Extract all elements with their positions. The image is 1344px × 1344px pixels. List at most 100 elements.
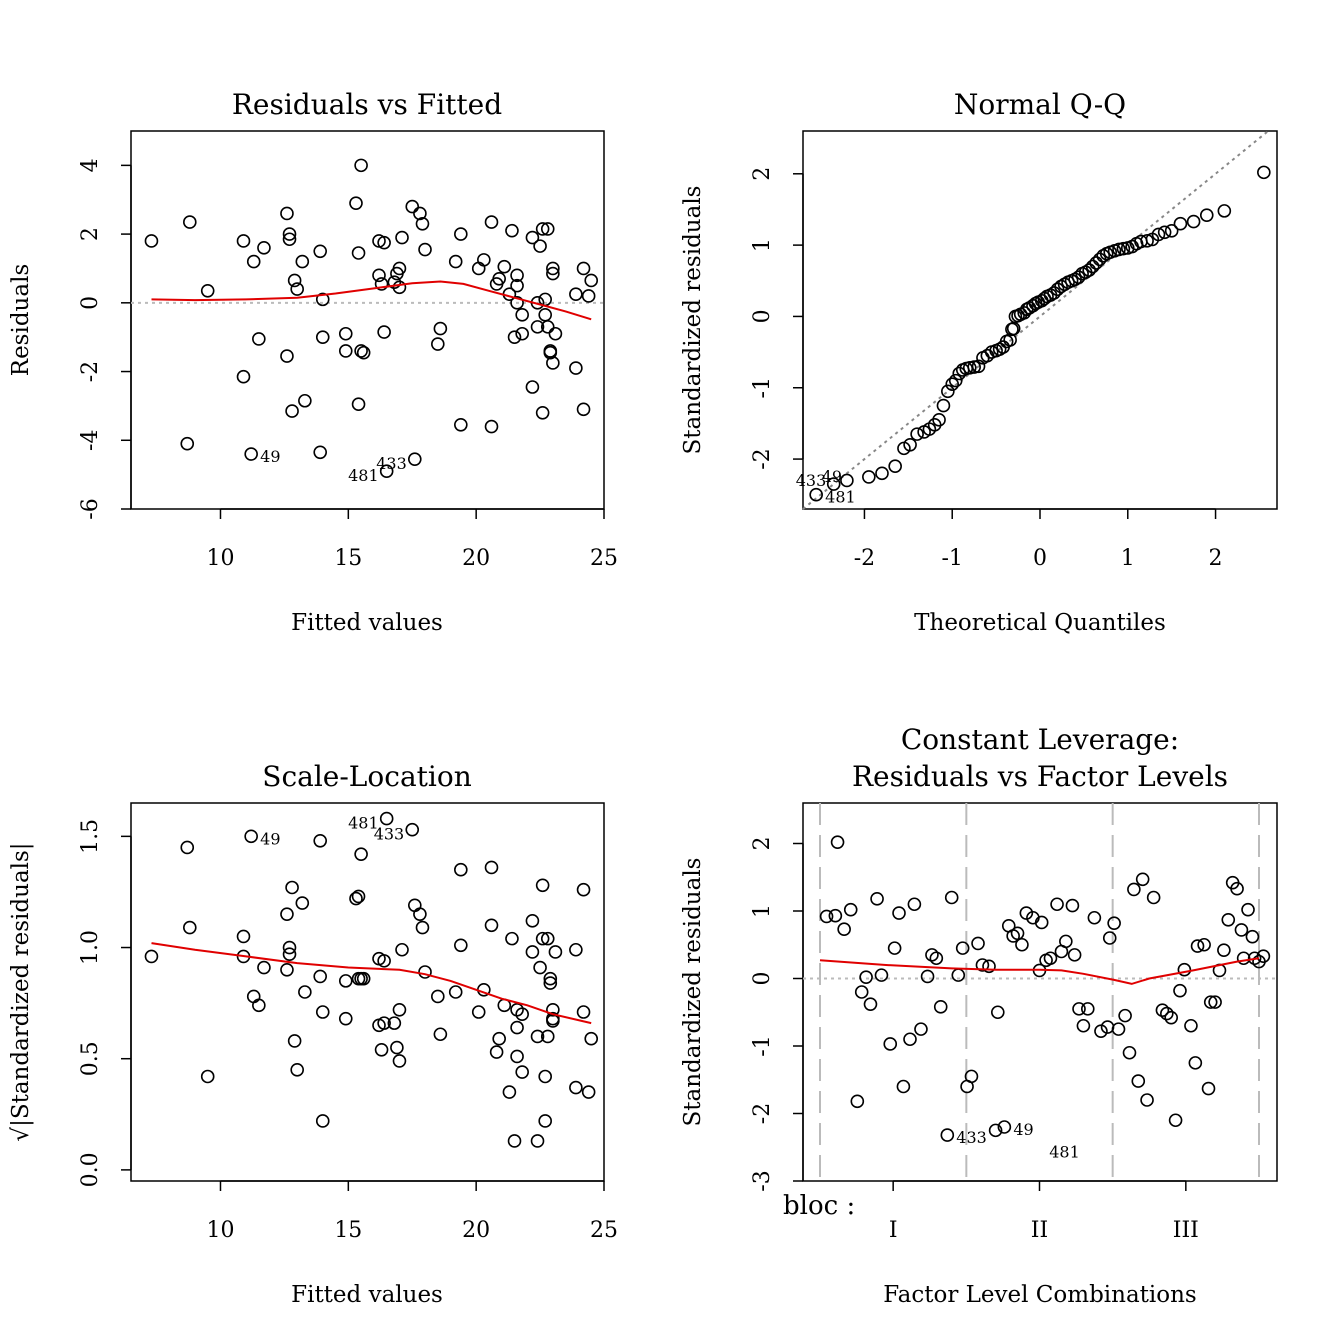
point-label: 49 (260, 829, 280, 848)
data-point (290, 282, 304, 296)
data-point (282, 227, 297, 241)
data-point (515, 1065, 529, 1079)
data-point (543, 976, 558, 990)
data-point (515, 1007, 529, 1022)
data-point (448, 985, 463, 999)
data-point (1047, 286, 1061, 300)
data-point (896, 1079, 911, 1094)
data-point (933, 1000, 948, 1014)
data-point (1015, 937, 1029, 952)
data-point (1085, 259, 1100, 274)
panel1-y-tick-label: 0 (78, 296, 103, 310)
panel3-axes: 10 15 20 25 0.0 0.5 1.0 1.5 (78, 819, 618, 1243)
data-point (546, 261, 560, 276)
data-point (313, 833, 328, 848)
panel4-factor-label: bloc : (783, 1191, 855, 1221)
data-point (282, 232, 297, 247)
data-point (515, 308, 529, 322)
data-point (819, 909, 834, 924)
panel3-y-tick-label: 1.5 (78, 819, 103, 854)
panel1-title: Residuals vs Fitted (232, 88, 502, 121)
data-point (418, 965, 432, 979)
data-point (257, 241, 271, 255)
data-point (538, 1114, 552, 1128)
data-point (405, 199, 420, 214)
data-point (1217, 943, 1231, 957)
panel1-y-tick-label: -4 (78, 430, 103, 451)
panel4-y-tick-label: -2 (750, 1103, 775, 1124)
data-point (492, 1031, 506, 1046)
panel2-y-tick-label: 1 (750, 238, 775, 252)
data-point (285, 404, 299, 418)
data-point (914, 1022, 928, 1036)
panel3-y-tick-label: 0.0 (78, 1152, 103, 1187)
panel2-y-tick-label: 2 (750, 167, 775, 181)
panel3-x-tick-label: 25 (590, 1218, 618, 1243)
data-point (1080, 1002, 1095, 1016)
panel4-plot-frame (802, 802, 1278, 1182)
data-point (1034, 915, 1049, 930)
panel1-y-tick-label: -2 (78, 361, 103, 382)
data-point (546, 266, 560, 281)
data-point (888, 459, 902, 474)
data-point (826, 477, 841, 491)
data-point (507, 1134, 522, 1148)
data-point (287, 1034, 302, 1048)
data-point (454, 227, 468, 241)
data-point (964, 1069, 979, 1084)
data-point (415, 920, 430, 935)
data-point (920, 969, 935, 984)
data-point (828, 908, 843, 923)
data-point (374, 277, 389, 291)
data-point (1256, 949, 1271, 964)
point-label: 49 (1013, 1120, 1033, 1139)
data-point (244, 447, 258, 461)
panel2-y-tick-label: 0 (750, 309, 775, 323)
panel-residuals-vs-fitted: Residuals vs Fitted 10 15 20 25 -6 -4 -2 0 2 4 49… (8, 88, 618, 636)
data-point (576, 261, 591, 276)
data-point (955, 941, 970, 955)
data-point (454, 938, 468, 953)
data-point (925, 948, 939, 962)
data-point (982, 959, 996, 974)
data-point (372, 268, 386, 283)
data-point (392, 1002, 407, 1017)
data-point (377, 1016, 391, 1030)
data-point (379, 811, 394, 826)
panel2-title: Normal Q-Q (954, 88, 1126, 121)
data-point (471, 1005, 486, 1019)
panel1-x-tick-label: 25 (590, 546, 618, 571)
data-point (1082, 263, 1096, 277)
data-point (315, 330, 330, 344)
panel2-x-tick-label: -1 (942, 546, 963, 571)
data-point (377, 954, 391, 968)
data-point (433, 321, 448, 336)
data-point (252, 998, 266, 1013)
data-point (315, 292, 330, 307)
data-point (533, 239, 547, 253)
data-point (1094, 1024, 1108, 1038)
panel-constant-leverage: Constant Leverage: Residuals vs Factor L… (680, 723, 1278, 1308)
data-point (257, 960, 271, 975)
data-point (431, 337, 445, 351)
data-point (236, 234, 251, 248)
panel4-annotations: 433 49 481 (956, 1120, 1079, 1161)
data-point (1155, 1003, 1170, 1018)
panel4-y-tick-label: 2 (750, 837, 775, 851)
point-label: 481 (1049, 1142, 1080, 1161)
data-point (1160, 1006, 1174, 1021)
panel4-factor-level-label: I (889, 1218, 898, 1243)
panel1-axes: 10 15 20 25 -6 -4 -2 0 2 4 (78, 158, 618, 571)
data-point (246, 254, 261, 269)
panel4-smooth-line (819, 957, 1260, 985)
data-point (387, 1016, 402, 1030)
data-point (530, 320, 545, 334)
data-point (280, 349, 294, 363)
panel3-x-tick-label: 10 (206, 1218, 234, 1243)
point-label: 481 (348, 466, 379, 485)
data-point (392, 261, 407, 276)
data-point (1245, 929, 1260, 944)
data-point (374, 1043, 389, 1057)
data-point (584, 273, 599, 288)
data-point (1076, 1018, 1091, 1033)
